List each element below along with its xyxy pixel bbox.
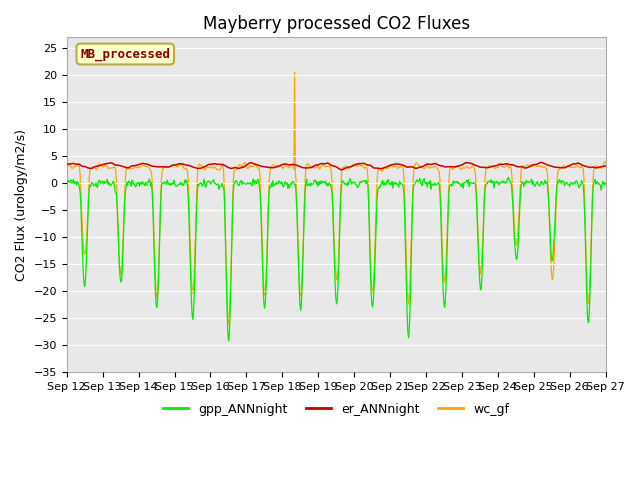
Y-axis label: CO2 Flux (urology/m2/s): CO2 Flux (urology/m2/s) — [15, 129, 28, 281]
Legend: gpp_ANNnight, er_ANNnight, wc_gf: gpp_ANNnight, er_ANNnight, wc_gf — [158, 398, 515, 421]
Text: MB_processed: MB_processed — [80, 48, 170, 60]
Title: Mayberry processed CO2 Fluxes: Mayberry processed CO2 Fluxes — [203, 15, 470, 33]
